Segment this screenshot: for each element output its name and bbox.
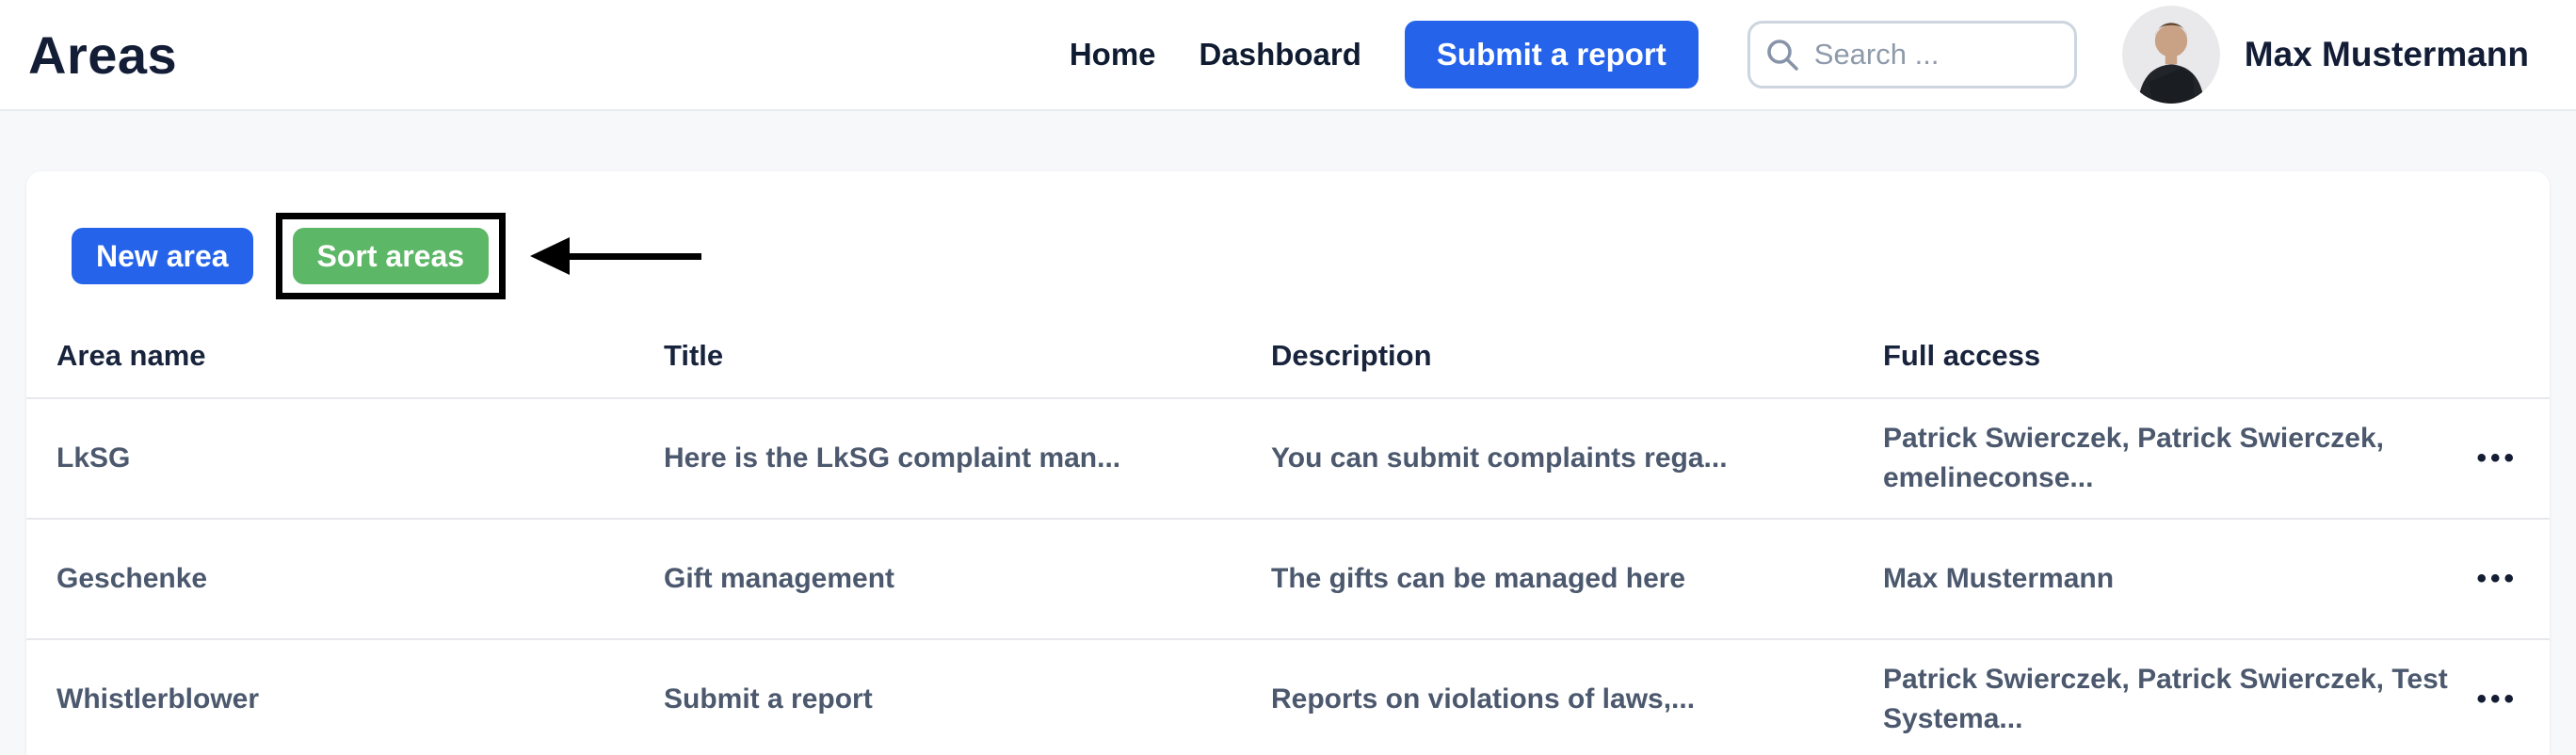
cell-area-name: Whistlerblower xyxy=(56,683,260,715)
nav-link-home[interactable]: Home xyxy=(1069,37,1156,72)
cell-title: Gift management xyxy=(664,563,895,594)
annotation-arrow xyxy=(530,237,702,275)
submit-report-button[interactable]: Submit a report xyxy=(1404,21,1699,88)
new-area-button[interactable]: New area xyxy=(72,228,253,284)
full-access-line: Patrick Swierczek, Patrick Swierczek, xyxy=(1883,423,2384,454)
row-actions-ellipsis-icon[interactable]: ••• xyxy=(2474,561,2520,597)
nav-link-dashboard[interactable]: Dashboard xyxy=(1199,37,1361,72)
user-name[interactable]: Max Mustermann xyxy=(2244,35,2529,73)
cell-title: Here is the LkSG complaint man... xyxy=(664,442,1121,474)
full-access-line: Max Mustermann xyxy=(1883,563,2115,594)
areas-table: Area name Title Description Full access … xyxy=(26,314,2550,755)
cell-actions: ••• xyxy=(2448,682,2520,717)
app-header: Areas Home Dashboard Submit a report Max… xyxy=(0,0,2576,111)
table-row[interactable]: Geschenke Gift management The gifts can … xyxy=(26,520,2550,640)
areas-toolbar: New area Sort areas xyxy=(26,171,2550,303)
cell-full-access: Patrick Swierczek, Patrick Swierczek, Te… xyxy=(1883,660,2448,739)
full-access-line: Systema... xyxy=(1883,703,2023,734)
cell-actions: ••• xyxy=(2448,441,2520,476)
column-header-area-name: Area name xyxy=(56,339,206,372)
page-title: Areas xyxy=(28,24,178,85)
cell-full-access: Max Mustermann xyxy=(1883,559,2448,599)
search-input[interactable] xyxy=(1747,21,2077,88)
avatar-face xyxy=(2154,24,2187,57)
areas-card: New area Sort areas Area name Title Desc… xyxy=(26,171,2550,755)
sort-areas-button[interactable]: Sort areas xyxy=(292,228,490,284)
cell-description: The gifts can be managed here xyxy=(1271,563,1686,594)
cell-title: Submit a report xyxy=(664,683,873,715)
avatar-arm xyxy=(2149,68,2195,104)
cell-description: You can submit complaints rega... xyxy=(1271,442,1728,474)
user-avatar[interactable] xyxy=(2121,6,2220,104)
arrow-head-icon xyxy=(530,237,571,275)
column-header-full-access: Full access xyxy=(1883,339,2041,372)
cell-actions: ••• xyxy=(2448,561,2520,597)
cell-area-name: Geschenke xyxy=(56,563,208,594)
cell-description: Reports on violations of laws,... xyxy=(1271,683,1696,715)
row-actions-ellipsis-icon[interactable]: ••• xyxy=(2474,682,2520,717)
arrow-line xyxy=(568,252,702,260)
search-box xyxy=(1747,21,2077,88)
full-access-line: Patrick Swierczek, Patrick Swierczek, Te… xyxy=(1883,664,2448,695)
full-access-line: emelineconse... xyxy=(1883,462,2094,493)
table-header-row: Area name Title Description Full access xyxy=(26,314,2550,399)
row-actions-ellipsis-icon[interactable]: ••• xyxy=(2474,441,2520,476)
table-row[interactable]: Whistlerblower Submit a report Reports o… xyxy=(26,640,2550,755)
column-header-description: Description xyxy=(1271,339,1432,372)
table-row[interactable]: LkSG Here is the LkSG complaint man... Y… xyxy=(26,399,2550,520)
cell-area-name: LkSG xyxy=(56,442,131,474)
column-header-title: Title xyxy=(664,339,724,372)
annotation-highlight-box: Sort areas xyxy=(275,213,507,299)
cell-full-access: Patrick Swierczek, Patrick Swierczek, em… xyxy=(1883,419,2448,498)
